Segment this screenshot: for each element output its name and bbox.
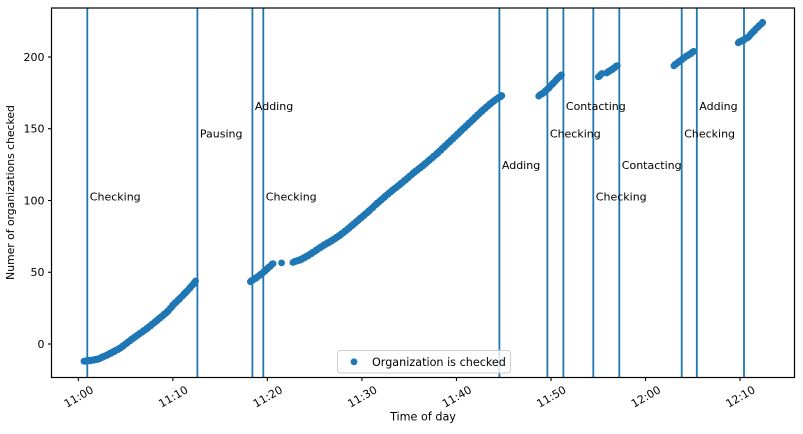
- event-label: Pausing: [200, 127, 243, 140]
- event-labels: Checking Pausing Adding Checking Adding Check…: [90, 100, 738, 203]
- event-label: Contacting: [566, 100, 626, 113]
- legend-box: [337, 350, 511, 374]
- y-tick-label: 200: [24, 51, 45, 64]
- event-label: Checking: [684, 127, 735, 140]
- legend-label: Organization is checked: [372, 356, 506, 369]
- legend: Organization is checked: [337, 350, 511, 374]
- legend-marker-icon: [350, 358, 358, 366]
- y-tick-label: 100: [24, 194, 45, 207]
- event-label: Checking: [90, 191, 141, 204]
- scatter-point: [278, 259, 285, 267]
- x-tick-label: 11:40: [440, 383, 474, 410]
- x-tick-label: 11:00: [62, 383, 96, 410]
- y-tick-label: 150: [24, 123, 45, 136]
- scatter-point: [759, 19, 767, 26]
- scatter-point: [690, 47, 698, 55]
- event-label: Checking: [596, 191, 647, 204]
- event-label: Checking: [550, 127, 601, 140]
- x-tick-label: 12:00: [629, 383, 663, 410]
- plot-border: [50, 7, 796, 379]
- scatter-series: [80, 18, 767, 365]
- scatter-point: [269, 260, 277, 267]
- x-axis-title: Time of day: [389, 411, 456, 424]
- x-tick-label: 11:20: [251, 383, 285, 410]
- event-label: Adding: [255, 100, 293, 113]
- y-axis: 0 50 100 150 200: [24, 51, 52, 351]
- event-label: Adding: [502, 159, 540, 172]
- x-tick-label: 11:10: [156, 383, 190, 410]
- event-label: Contacting: [622, 159, 682, 172]
- event-lines: [86, 8, 745, 378]
- y-axis-title: Numer of organizations checked: [4, 105, 17, 280]
- plot-background: [51, 8, 795, 378]
- y-tick-label: 50: [31, 266, 45, 279]
- x-axis: 11:00 11:10 11:20 11:30 11:40 11:50 12:00 12:10: [62, 377, 758, 410]
- x-tick-label: 12:10: [724, 383, 758, 410]
- x-tick-label: 11:30: [345, 383, 379, 410]
- event-label: Checking: [266, 191, 317, 204]
- x-tick-label: 11:50: [535, 383, 569, 410]
- event-label: Adding: [699, 100, 737, 113]
- y-tick-label: 0: [38, 338, 45, 351]
